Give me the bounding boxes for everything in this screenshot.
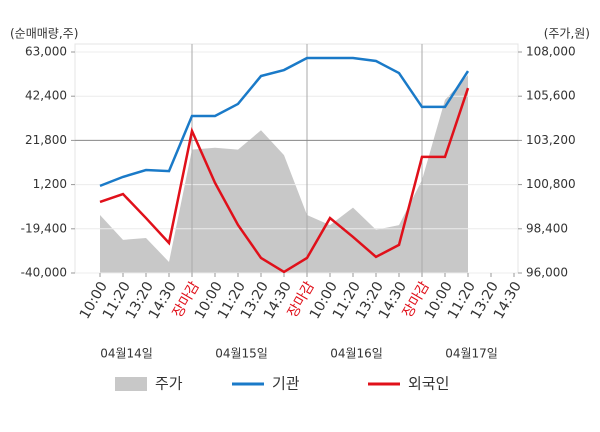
date-label: 04월17일 [445, 347, 498, 361]
date-label: 04월14일 [100, 347, 153, 361]
y2-tick-label: 105,600 [526, 89, 576, 103]
y2-tick-label: 108,000 [526, 45, 576, 59]
y-tick-label: 1,200 [33, 177, 67, 191]
legend-label: 주가 [155, 375, 183, 393]
date-label: 04월16일 [330, 347, 383, 361]
y-tick-label: -19,400 [21, 221, 67, 235]
y2-axis-label: (주가,원) [544, 27, 590, 41]
legend-label: 외국인 [408, 375, 449, 393]
series-line [99, 87, 470, 274]
legend-swatch [115, 377, 147, 391]
series-line [99, 56, 470, 188]
y-tick-label: 21,800 [25, 133, 67, 147]
date-label: 04월15일 [215, 347, 268, 361]
y2-tick-label: 96,000 [526, 266, 568, 280]
y-tick-label: -40,000 [21, 266, 67, 280]
y2-tick-label: 100,800 [526, 177, 576, 191]
y2-tick-label: 103,200 [526, 133, 576, 147]
y2-tick-label: 98,400 [526, 221, 568, 235]
y-tick-label: 63,000 [25, 45, 67, 59]
y-tick-label: 42,400 [25, 89, 67, 103]
y-axis-label: (순매매량,주) [10, 27, 78, 41]
legend-label: 기관 [272, 375, 300, 393]
